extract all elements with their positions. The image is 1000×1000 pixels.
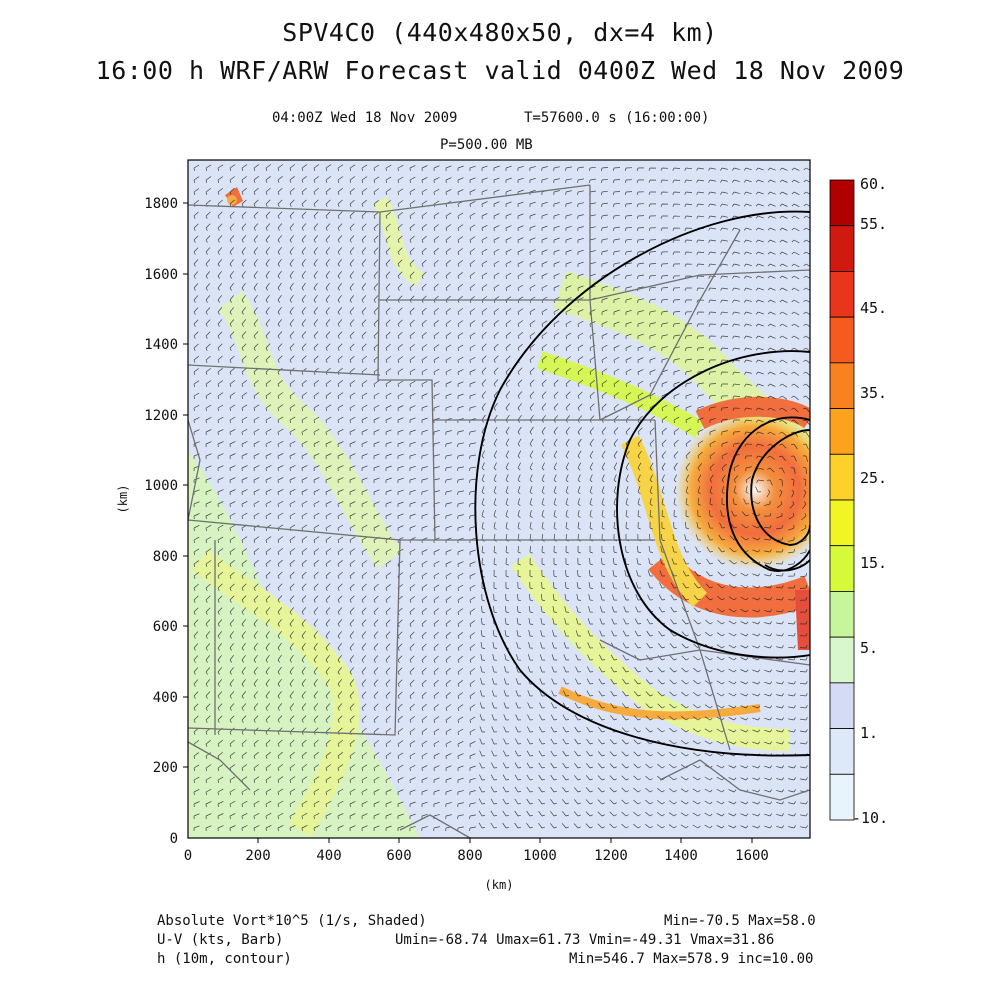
colorbar-label: 55.	[860, 215, 887, 233]
colorbar	[829, 179, 855, 821]
x-tick-label: 600	[386, 848, 411, 864]
y-axis-label: (km)	[116, 485, 130, 514]
colorbar-label: 45.	[860, 299, 887, 317]
plot-frame	[187, 159, 811, 839]
colorbar-label: 60.	[860, 175, 887, 193]
colorbar-swatch	[829, 271, 855, 318]
colorbar-label: 35.	[860, 384, 887, 402]
simulation-time: T=57600.0 s (16:00:00)	[524, 110, 710, 126]
field2-stats: Umin=-68.74 Umax=61.73 Vmin=-49.31 Vmax=…	[395, 932, 775, 948]
x-axis-label: (km)	[485, 878, 514, 892]
x-tick-label: 0	[184, 848, 192, 864]
colorbar-swatch	[829, 362, 855, 409]
colorbar-swatch	[829, 728, 855, 775]
state-boundaries	[188, 184, 810, 838]
colorbar-label: 5.	[860, 639, 878, 657]
field1-stats: Min=-70.5 Max=58.0	[664, 913, 816, 929]
y-tick-label: 0	[170, 831, 178, 847]
y-tick-label: 800	[153, 549, 178, 565]
y-axis-ticks	[183, 202, 188, 768]
y-axis: 0 200 400 600 800 1000 1200 1400 1600 18…	[116, 196, 178, 847]
wind-barb-field	[193, 164, 810, 832]
y-tick-label: 1400	[144, 337, 178, 353]
title-line-2: 16:00 h WRF/ARW Forecast valid 0400Z Wed…	[95, 56, 905, 85]
colorbar-swatch	[829, 225, 855, 272]
x-tick-label: 1600	[735, 848, 769, 864]
y-tick-label: 1200	[144, 408, 178, 424]
title-line-1: SPV4C0 (440x480x50, dx=4 km)	[282, 18, 718, 47]
field2-name: U-V (kts, Barb)	[157, 932, 284, 948]
x-tick-label: 1000	[523, 848, 557, 864]
colorbar-swatch	[829, 408, 855, 455]
field3-name: h (10m, contour)	[157, 951, 292, 967]
field3-stats: Min=546.7 Max=578.9 inc=10.00	[569, 951, 814, 967]
x-tick-label: 1400	[664, 848, 698, 864]
valid-time: 04:00Z Wed 18 Nov 2009	[272, 110, 458, 126]
colorbar-swatch	[829, 179, 855, 227]
x-tick-label: 1200	[594, 848, 628, 864]
y-tick-label: 1600	[144, 267, 178, 283]
y-tick-label: 600	[153, 619, 178, 635]
colorbar-label: 25.	[860, 469, 887, 487]
colorbar-labels: 60. 55. 45. 35. 25. 15. 5. 1. -10.	[852, 175, 888, 827]
x-tick-label: 200	[245, 848, 270, 864]
colorbar-swatch	[829, 545, 855, 592]
x-tick-label: 800	[457, 848, 482, 864]
colorbar-swatch	[829, 682, 855, 729]
colorbar-swatch	[829, 453, 855, 501]
x-axis-ticks	[257, 838, 753, 843]
field1-name: Absolute Vort*10^5 (1/s, Shaded)	[157, 913, 427, 929]
colorbar-label: 1.	[860, 724, 878, 742]
y-tick-label: 400	[153, 690, 178, 706]
x-tick-label: 400	[316, 848, 341, 864]
y-tick-label: 1800	[144, 196, 178, 212]
y-tick-label: 1000	[144, 478, 178, 494]
plot-area	[188, 160, 810, 838]
colorbar-swatch	[829, 773, 855, 821]
colorbar-swatch	[829, 636, 855, 684]
colorbar-swatch	[829, 591, 855, 638]
wind-barbs	[193, 164, 810, 832]
pressure-level: P=500.00 MB	[440, 137, 533, 153]
colorbar-label: 15.	[860, 554, 887, 572]
colorbar-swatch	[829, 316, 855, 364]
y-tick-label: 200	[153, 760, 178, 776]
colorbar-label: -10.	[852, 809, 888, 827]
x-axis: 0 200 400 600 800 1000 1200 1400 1600 (k…	[184, 848, 769, 892]
colorbar-swatch	[829, 499, 855, 547]
geopotential-height-contours	[474, 210, 810, 757]
